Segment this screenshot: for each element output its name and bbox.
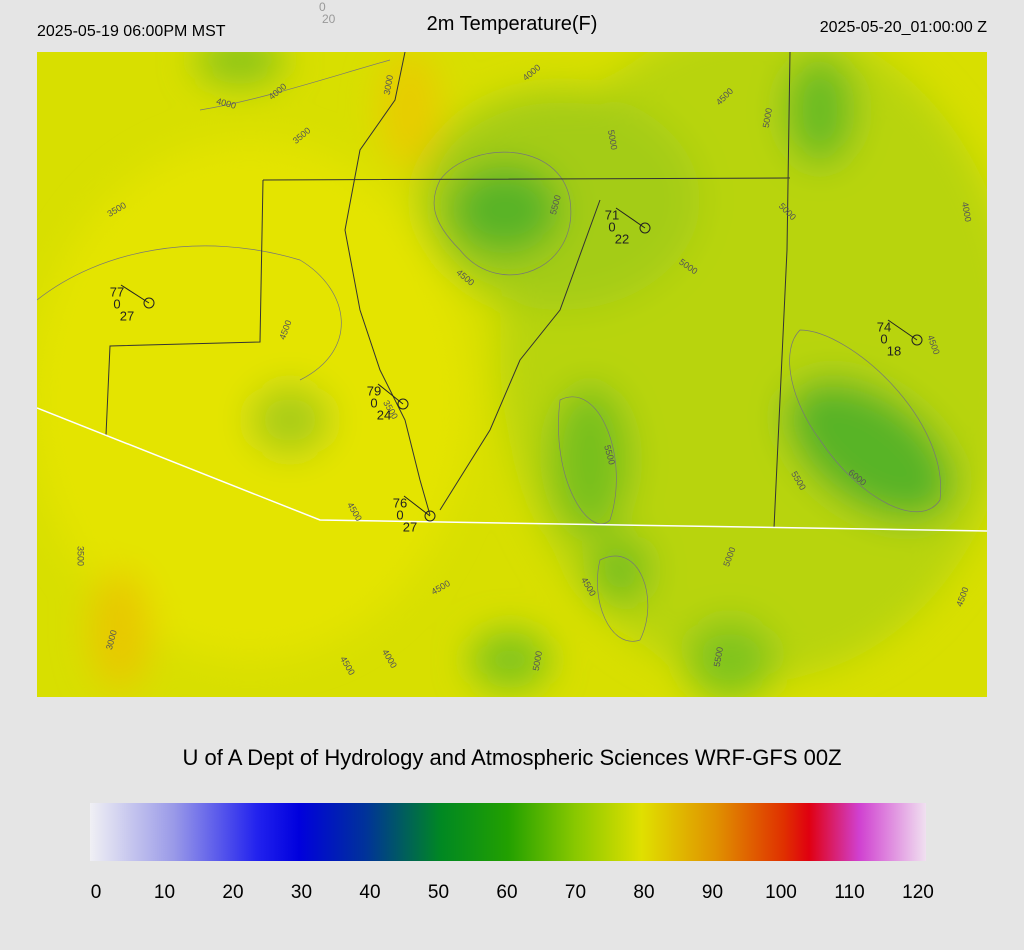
station-value: 24 — [377, 407, 391, 422]
station-value: 79 — [367, 383, 381, 398]
small-label: 0 — [319, 0, 326, 14]
station-value: 18 — [887, 343, 901, 358]
contour-label: 3000 — [382, 74, 395, 95]
valid-utc: 2025-05-20_01:00:00 Z — [820, 19, 987, 36]
colorbar-tick-label: 100 — [765, 882, 797, 903]
map-title: 2m Temperature(F) — [427, 13, 598, 35]
station — [911, 334, 923, 346]
station — [143, 297, 155, 309]
colorbar-tick-label: 0 — [91, 882, 102, 903]
station-value: 0 — [113, 296, 120, 311]
wind-barb — [887, 319, 918, 341]
contour-label: 5000 — [606, 129, 619, 150]
colorbar-tick-label: 20 — [222, 882, 243, 903]
wind-barb — [615, 207, 646, 229]
colorbar-tick-label: 110 — [834, 882, 864, 903]
small-label: 20 — [322, 12, 336, 26]
station — [424, 510, 436, 522]
colorbar-tick-label: 80 — [633, 882, 654, 903]
valid-local: 2025-05-19 06:00PM MST — [37, 23, 226, 40]
map — [37, 52, 987, 697]
colorbar-tick-label: 10 — [154, 882, 175, 903]
station-value: 74 — [877, 319, 891, 334]
station-value: 76 — [393, 495, 407, 510]
station-value: 0 — [608, 219, 615, 234]
colorbar-tick-label: 120 — [902, 882, 934, 903]
colorbar-tick-label: 60 — [496, 882, 517, 903]
station-value: 0 — [370, 395, 377, 410]
station-value: 27 — [403, 519, 417, 534]
station-value: 0 — [396, 507, 403, 522]
colorbar-tick-label: 30 — [291, 882, 312, 903]
colorbar-tick-label: 70 — [565, 882, 586, 903]
contour-label: 5000 — [531, 650, 544, 671]
station-value: 0 — [880, 331, 887, 346]
colorbar-tick-label: 50 — [428, 882, 449, 903]
contour-label: 5000 — [761, 107, 774, 128]
station-value: 77 — [110, 284, 124, 299]
colorbar-tick-label: 40 — [359, 882, 380, 903]
station-value: 27 — [120, 308, 134, 323]
station — [639, 222, 651, 234]
station — [397, 398, 409, 410]
contour-label: 5500 — [712, 646, 725, 667]
wind-barb — [120, 284, 150, 304]
contour-label: 4000 — [960, 201, 973, 222]
colorbar — [90, 803, 926, 861]
station-value: 22 — [615, 231, 629, 246]
colorbar-tick-label: 90 — [702, 882, 723, 903]
credit: U of A Dept of Hydrology and Atmospheric… — [182, 745, 841, 770]
contour-label: 3500 — [76, 546, 86, 566]
station-value: 71 — [605, 207, 619, 222]
